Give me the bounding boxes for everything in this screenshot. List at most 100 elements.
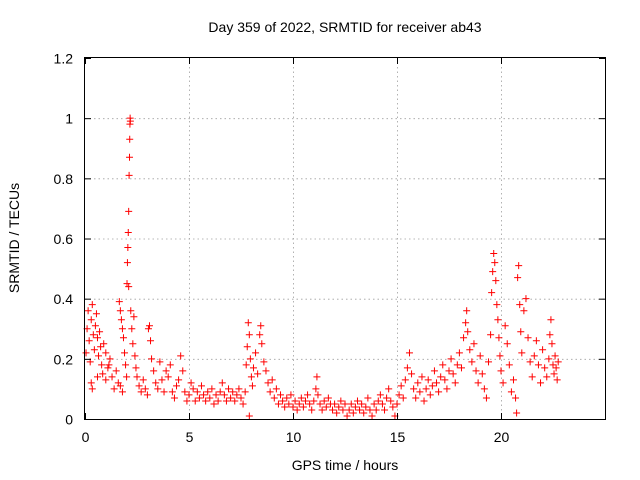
data-point <box>534 361 542 369</box>
grid <box>85 58 605 419</box>
data-point <box>493 301 501 309</box>
data-point <box>270 394 278 402</box>
data-point <box>123 259 131 267</box>
data-point <box>264 379 272 387</box>
data-point <box>88 385 96 393</box>
data-point <box>218 379 226 387</box>
data-point <box>474 379 482 387</box>
data-point <box>550 370 558 378</box>
data-point <box>135 382 143 390</box>
data-point <box>225 385 233 393</box>
data-point <box>266 388 274 396</box>
data-point <box>528 373 536 381</box>
data-point <box>160 388 168 396</box>
data-point <box>526 358 534 366</box>
data-point <box>85 337 93 345</box>
data-point <box>343 412 351 420</box>
data-point <box>376 391 384 399</box>
data-point <box>279 397 287 405</box>
data-point <box>480 385 488 393</box>
data-point <box>237 394 245 402</box>
data-point <box>426 391 434 399</box>
data-point <box>200 391 208 399</box>
data-point <box>499 379 507 387</box>
data-point <box>179 367 187 375</box>
data-point <box>147 337 155 345</box>
data-point <box>227 394 235 402</box>
data-point <box>435 388 443 396</box>
y-tick-label: 0.8 <box>54 171 74 187</box>
data-point <box>366 406 374 414</box>
data-point <box>370 400 378 408</box>
data-point <box>347 400 355 408</box>
data-point <box>385 385 393 393</box>
data-point <box>173 382 181 390</box>
data-point <box>464 328 472 336</box>
data-point <box>104 364 112 372</box>
data-point <box>547 316 555 324</box>
data-point <box>497 367 505 375</box>
data-point <box>437 373 445 381</box>
data-point <box>424 376 432 384</box>
data-point <box>554 358 562 366</box>
data-point <box>522 295 530 303</box>
data-point <box>368 412 376 420</box>
data-point <box>126 135 134 143</box>
data-point <box>164 373 172 381</box>
data-point <box>482 394 490 402</box>
data-point <box>117 316 125 324</box>
data-point <box>245 331 253 339</box>
data-point <box>472 367 480 375</box>
y-tick-label: 1 <box>65 111 73 127</box>
data-point <box>552 364 560 372</box>
data-point <box>337 397 345 405</box>
data-point <box>210 400 218 408</box>
data-point <box>150 367 158 375</box>
data-point <box>405 349 413 357</box>
data-point <box>126 117 134 125</box>
data-point <box>212 391 220 399</box>
data-point <box>306 400 314 408</box>
data-point <box>430 367 438 375</box>
data-point <box>139 376 147 384</box>
data-point <box>122 361 130 369</box>
data-point <box>132 364 140 372</box>
data-point <box>256 331 264 339</box>
data-point <box>181 388 189 396</box>
data-point <box>260 358 268 366</box>
data-point <box>106 355 114 363</box>
data-point <box>501 322 509 330</box>
data-point <box>193 388 201 396</box>
data-point <box>272 385 280 393</box>
data-point <box>463 307 471 315</box>
data-point <box>274 400 282 408</box>
data-point <box>112 367 120 375</box>
data-point <box>553 376 561 384</box>
data-point <box>518 349 526 357</box>
data-point <box>125 207 133 215</box>
data-point <box>92 310 100 318</box>
data-point <box>154 385 162 393</box>
data-point <box>96 328 104 336</box>
y-tick-label: 0.4 <box>54 291 74 307</box>
data-point <box>507 388 515 396</box>
data-point <box>235 385 243 393</box>
data-point <box>93 334 101 342</box>
data-point <box>252 349 260 357</box>
data-point <box>445 367 453 375</box>
data-point <box>322 403 330 411</box>
data-point <box>118 325 126 333</box>
data-point <box>257 322 265 330</box>
data-point <box>341 400 349 408</box>
data-point <box>262 367 270 375</box>
data-point <box>166 361 174 369</box>
chart-title: Day 359 of 2022, SRMTID for receiver ab4… <box>208 19 481 35</box>
data-point <box>403 364 411 372</box>
data-point <box>509 376 517 384</box>
data-point <box>491 259 499 267</box>
data-point <box>468 358 476 366</box>
data-point <box>89 331 97 339</box>
data-point <box>399 394 407 402</box>
data-point <box>244 319 252 327</box>
data-point <box>329 406 337 414</box>
